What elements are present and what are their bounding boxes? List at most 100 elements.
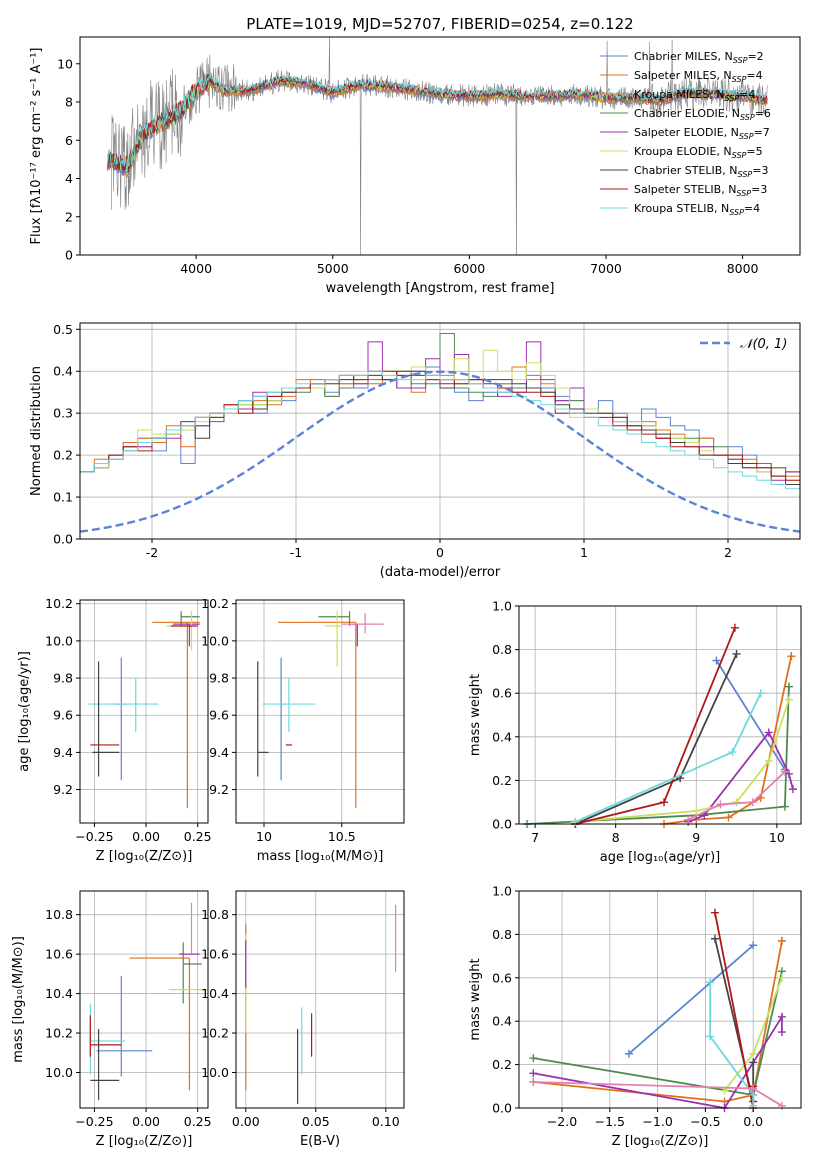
weight-marker-3-2 bbox=[777, 1012, 786, 1021]
y-tick-label: 9.4 bbox=[53, 745, 73, 760]
y-tick-label: 9.6 bbox=[209, 708, 229, 723]
y-tick-label: 6 bbox=[65, 133, 73, 148]
y-tick-label: 0.6 bbox=[492, 686, 512, 701]
x-tick-label: 0.00 bbox=[132, 1114, 160, 1129]
legend-label-5: Kroupa ELODIE, NSSP=5 bbox=[634, 145, 763, 160]
y-axis-label: age [log₁₀(age/yr)] bbox=[17, 651, 32, 772]
x-tick-label: 1 bbox=[580, 545, 588, 560]
y-axis-label: mass weight bbox=[468, 958, 483, 1040]
weight-marker-4-1 bbox=[692, 806, 701, 815]
x-tick-label: −1.0 bbox=[642, 1114, 672, 1129]
x-tick-label: 0.25 bbox=[184, 829, 212, 844]
x-tick-label: 0 bbox=[436, 545, 444, 560]
y-tick-label: 8 bbox=[65, 95, 73, 110]
y-tick-label: 9.6 bbox=[53, 708, 73, 723]
x-tick-label: 2 bbox=[724, 545, 732, 560]
weight-marker-1-5 bbox=[787, 652, 796, 661]
y-axis-label: mass [log₁₀(M/M⊙)] bbox=[11, 936, 26, 1063]
x-tick-label: 0.25 bbox=[184, 1114, 212, 1129]
weight-line-7 bbox=[709, 982, 755, 1106]
weight-marker-3-4 bbox=[788, 785, 797, 794]
y-tick-label: 10.4 bbox=[201, 986, 229, 1001]
y-tick-label: 10.6 bbox=[201, 947, 229, 962]
axes-frame bbox=[79, 36, 801, 256]
y-tick-label: 9.8 bbox=[53, 671, 73, 686]
legend-label-4: Salpeter ELODIE, NSSP=7 bbox=[634, 126, 770, 141]
x-axis-label: (data-model)/error bbox=[380, 565, 501, 580]
weight-marker-8-1 bbox=[716, 800, 725, 809]
weight-marker-3-3 bbox=[784, 769, 793, 778]
y-tick-label: 1.0 bbox=[492, 599, 512, 614]
y-axis-label: Normed distribution bbox=[29, 366, 44, 496]
y-tick-label: 9.2 bbox=[53, 782, 73, 797]
y-tick-label: 10.8 bbox=[45, 907, 73, 922]
weight-marker-5-2 bbox=[749, 1058, 758, 1067]
plot-area bbox=[529, 908, 786, 1112]
weight-marker-8-0 bbox=[529, 1077, 538, 1086]
x-tick-label: 0.10 bbox=[372, 1114, 400, 1129]
spectrum-lines bbox=[106, 37, 768, 255]
panel-spectrum: 4000 5000 6000 7000 8000 0 2 4 6 8 10 wavelength [A… bbox=[29, 36, 801, 296]
x-axis-label: wavelength [Angstrom, rest frame] bbox=[326, 281, 555, 296]
y-tick-label: 10.0 bbox=[45, 1065, 73, 1080]
panel-mass-weight-vs-Z: −2.0 −1.5 −1.0 −0.5 0.0 0.0 0.2 0.4 0.6 0.8 1.0 Z [… bbox=[468, 884, 802, 1149]
x-tick-label: 0.05 bbox=[302, 1114, 330, 1129]
weight-marker-5-0 bbox=[710, 934, 719, 943]
weight-marker-4-4 bbox=[784, 695, 793, 704]
x-tick-label: 10 bbox=[769, 830, 785, 845]
y-axis-label: Flux [fλ10⁻¹⁷ erg cm⁻² s⁻¹ A⁻¹] bbox=[29, 48, 44, 245]
panel-age-vs-Z: −0.25 0.00 0.25 9.2 9.4 9.6 9.8 10.0 10.2 Z [log₁… bbox=[17, 596, 212, 864]
weight-marker-3-2 bbox=[764, 728, 773, 737]
weight-marker-6-0 bbox=[710, 908, 719, 917]
panel-mass-weight-vs-age: 7 8 9 10 0.0 0.2 0.4 0.6 0.8 1.0 age [log₁₀(age/yr… bbox=[468, 599, 802, 865]
weight-marker-8-2 bbox=[748, 798, 757, 807]
x-tick-label: 4000 bbox=[180, 261, 212, 276]
y-tick-label: 9.8 bbox=[209, 671, 229, 686]
model-spectrum-7 bbox=[106, 74, 768, 170]
panel-mass-vs-EBV: 0.00 0.05 0.10 10.0 10.2 10.4 10.6 10.8 E(B-V) bbox=[201, 890, 405, 1149]
y-tick-label: 10.2 bbox=[201, 596, 229, 611]
y-tick-label: 10.0 bbox=[201, 633, 229, 648]
y-tick-label: 0.2 bbox=[492, 1057, 512, 1072]
axes-frame bbox=[518, 605, 802, 825]
y-tick-label: 0.4 bbox=[492, 1014, 512, 1029]
weight-marker-4-2 bbox=[777, 973, 786, 982]
x-axis-label: Z [log₁₀(Z/Z⊙)] bbox=[96, 849, 193, 864]
weight-marker-8-2 bbox=[777, 1101, 786, 1110]
x-tick-label: 10.5 bbox=[328, 829, 356, 844]
weight-marker-5-2 bbox=[732, 649, 741, 658]
weight-line-0 bbox=[628, 944, 754, 1055]
x-tick-label: -2 bbox=[146, 545, 158, 560]
x-tick-label: −0.5 bbox=[690, 1114, 720, 1129]
y-tick-label: 0.3 bbox=[53, 406, 73, 421]
plot-area bbox=[88, 611, 200, 809]
y-tick-label: 10.8 bbox=[201, 907, 229, 922]
weight-line-2 bbox=[527, 686, 790, 825]
x-tick-label: −0.25 bbox=[75, 829, 113, 844]
weight-line-5 bbox=[575, 653, 738, 825]
weight-marker-0-0 bbox=[624, 1049, 633, 1058]
weight-marker-7-1 bbox=[706, 1032, 715, 1041]
figure-title: PLATE=1019, MJD=52707, FIBERID=0254, z=0… bbox=[246, 15, 633, 33]
axes-frame bbox=[518, 890, 802, 1109]
y-tick-label: 0.5 bbox=[53, 322, 73, 337]
x-tick-label: 8 bbox=[612, 830, 620, 845]
y-tick-label: 0.0 bbox=[53, 532, 73, 547]
x-tick-label: 8000 bbox=[727, 261, 759, 276]
axes-frame bbox=[235, 599, 405, 824]
panel-mass-vs-Z: −0.25 0.00 0.25 10.0 10.2 10.4 10.6 10.8 Z [log₁… bbox=[11, 890, 212, 1149]
legend-label-6: Chabrier STELIB, NSSP=3 bbox=[634, 164, 768, 179]
weight-line-4 bbox=[575, 699, 790, 823]
y-tick-label: 4 bbox=[65, 171, 73, 186]
y-tick-label: 0.0 bbox=[492, 817, 512, 832]
weight-marker-8-1 bbox=[749, 1084, 758, 1093]
x-axis-label: Z [log₁₀(Z/Z⊙)] bbox=[612, 1134, 709, 1149]
axes-frame bbox=[79, 890, 209, 1109]
weight-line-8 bbox=[687, 771, 786, 821]
plot-area bbox=[257, 611, 384, 809]
y-tick-label: 0.4 bbox=[492, 729, 512, 744]
weight-marker-6-2 bbox=[730, 623, 739, 632]
x-tick-label: 0.0 bbox=[743, 1114, 763, 1129]
y-axis-label: mass weight bbox=[468, 674, 483, 756]
x-tick-label: -1 bbox=[290, 545, 302, 560]
